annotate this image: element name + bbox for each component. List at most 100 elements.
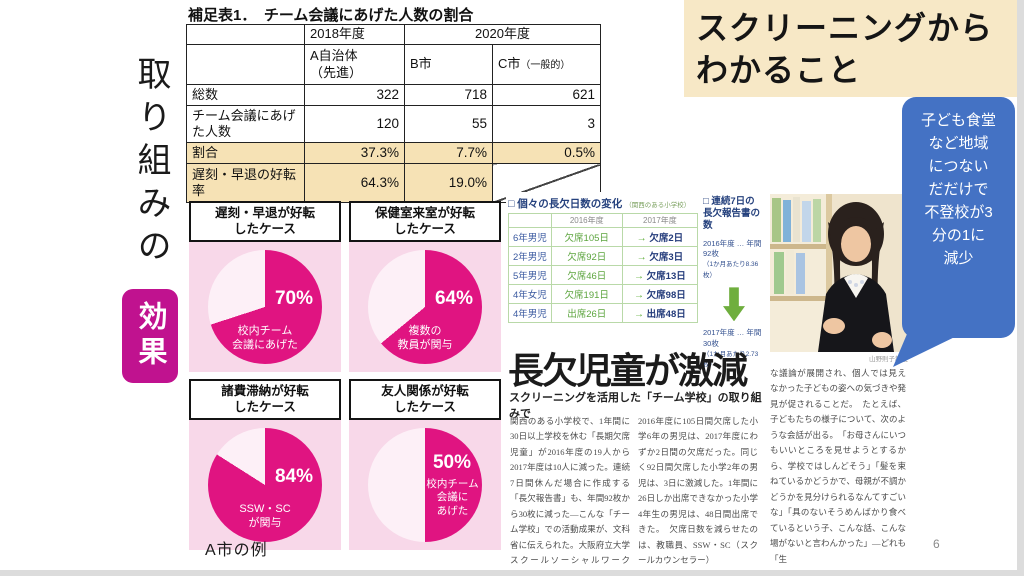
pie-chart-area: 70% 校内チーム 会議にあげた <box>189 241 341 372</box>
bottom-caption: A市の例 <box>205 542 268 559</box>
pie-panel-title: 友人関係が好転 したケース <box>349 379 501 420</box>
arrow-right-icon: → <box>636 233 647 244</box>
pie-chart-area: 64% 複数の 教員が関与 <box>349 241 501 372</box>
sup-row-label: 総数 <box>186 84 305 106</box>
sup-value: 718 <box>404 84 493 106</box>
pie-chart-area: 50% 校内チーム 会議に あげた <box>349 419 501 550</box>
pie-chart: 50% 校内チーム 会議に あげた <box>368 427 482 542</box>
pie-panel-title: 遅刻・早退が好転 したケース <box>189 201 341 242</box>
vertical-banner-text: 取り組みの <box>132 56 169 271</box>
absence-change-title: □ 個々の長欠日数の変化 （関西のある小学校） <box>508 198 691 210</box>
arrow-right-icon: → <box>636 252 647 263</box>
abs-after: → 出席48日 <box>621 303 699 323</box>
arrow-right-icon: → <box>634 271 645 282</box>
abs-after: → 欠席13日 <box>621 265 699 285</box>
sup-value: 322 <box>304 84 405 106</box>
pie-chart: 70% 校内チーム 会議にあげた <box>208 249 322 364</box>
sup-col-2020: 2020年度 <box>403 24 602 45</box>
newspaper-subhead: スクリーニングを活用した「チーム学校」の取り組みで <box>509 392 762 420</box>
abs-before: 出席26日 <box>550 303 623 323</box>
abs-after: → 欠席98日 <box>621 284 699 304</box>
sup-value: 19.0% <box>404 163 493 203</box>
abs-who: 5年男児 <box>508 265 552 285</box>
slide-edge-bottom <box>0 570 1024 576</box>
slide-edge-right <box>1017 0 1024 576</box>
sup-cell-empty <box>186 44 305 85</box>
pie-percent-label: 64% <box>434 287 473 309</box>
photo-caption: 山野則子教授 <box>869 356 908 363</box>
pie-chart: 64% 複数の 教員が関与 <box>368 249 482 364</box>
pie-chart-grid: 遅刻・早退が好転 したケース 70% 校内チーム 会議にあげた 保健室来室が好転… <box>189 201 501 550</box>
pie-sub-label: 複数の 教員が関与 <box>397 325 453 352</box>
speech-bubble: 子ども食堂 など地域 につない だだけで 不登校が3 分の1に 減少 <box>902 97 1015 338</box>
arrow-down-icon <box>723 287 745 322</box>
newspaper-body-column-2: 2016年度に105日間欠席した小学6年の男児は、2017年度にわずか2日間の欠… <box>638 416 758 566</box>
sup-col-a: A自治体 （先進） <box>304 44 405 85</box>
professor-photo <box>770 194 908 352</box>
abs-header-2016: 2016年度 <box>550 213 623 228</box>
slide-heading: スクリーニングからわかること <box>684 0 1024 97</box>
sup-value: 3 <box>491 105 602 143</box>
vertical-banner: 取り組みの 効果 <box>122 56 178 384</box>
newspaper-clipping: □ 個々の長欠日数の変化 （関西のある小学校） 2016年度 2017年度 6年… <box>506 192 908 572</box>
pie-sub-label: 校内チーム 会議にあげた <box>232 325 298 352</box>
absence-change-box: □ 個々の長欠日数の変化 （関西のある小学校） 2016年度 2017年度 6年… <box>508 196 699 323</box>
abs-before: 欠席105日 <box>550 227 623 247</box>
vertical-banner-highlight: 効果 <box>122 289 178 384</box>
sup-value: 120 <box>304 105 405 143</box>
sup-row-label: 割合 <box>186 142 305 164</box>
abs-before: 欠席191日 <box>550 284 623 304</box>
report-count-2016: 2016年度 … 年間92枚 （1か月あたり8.36枚） <box>703 238 762 279</box>
supplement-table-title: 補足表1． チーム会議にあげた人数の割合 <box>188 7 474 24</box>
sup-value: 621 <box>491 84 602 106</box>
slide-heading-text: スクリーニングからわかること <box>696 10 994 88</box>
absence-change-title-note: （関西のある小学校） <box>625 202 691 209</box>
pie-panel-fees: 諸費滞納が好転 したケース 84% SSW・SC が関与 <box>189 379 341 550</box>
abs-who: 2年男児 <box>508 246 552 266</box>
newspaper-headline: 長欠児童が激減 <box>508 351 748 391</box>
sup-row-label: チーム会議にあげた人数 <box>186 105 305 143</box>
abs-who: 4年女児 <box>508 284 552 304</box>
pie-panel-friendship: 友人関係が好転 したケース 50% 校内チーム 会議に あげた <box>349 379 501 550</box>
report-count-2017-note: （1か月あたり2.73枚） <box>703 350 759 369</box>
sup-col-b: B市 <box>404 44 493 85</box>
pie-percent-label: 50% <box>432 451 471 473</box>
sup-row-label: 遅刻・早退の好転率 <box>186 163 305 203</box>
abs-who: 4年男児 <box>508 303 552 323</box>
report-count-box: □ 連続7日の 長欠報告書の数 2016年度 … 年間92枚 （1か月あたり8.3… <box>703 196 765 370</box>
pie-percent-label: 84% <box>274 465 313 487</box>
abs-before: 欠席46日 <box>550 265 623 285</box>
sup-value: 0.5% <box>491 142 602 164</box>
newspaper-body-column-1: 関西のある小学校で、1年間に30日以上学校を休む「長期欠席児童」が2016年度の… <box>510 416 630 566</box>
sup-value: 55 <box>404 105 493 143</box>
pie-panel-title: 諸費滞納が好転 したケース <box>189 379 341 420</box>
absence-change-table: 2016年度 2017年度 6年男児 欠席105日 → 欠席2日 2年男児 欠席… <box>508 213 699 323</box>
abs-after: → 欠席2日 <box>621 227 699 247</box>
sup-col-c-note: （一般的） <box>520 60 571 72</box>
report-count-title: □ 連続7日の 長欠報告書の数 <box>703 196 761 231</box>
arrow-right-icon: → <box>634 290 645 301</box>
abs-header-empty <box>508 213 552 228</box>
pie-chart: 84% SSW・SC が関与 <box>208 427 322 542</box>
pie-panel-title: 保健室来室が好転 したケース <box>349 201 501 242</box>
newspaper-body-column-3: な議論が展開され、個人では見えなかった子どもの姿への気づきや発見が促されることだ… <box>770 368 906 564</box>
report-count-2017: 2017年度 … 年間30枚 （1か月あたり2.73枚） <box>703 328 762 369</box>
speech-bubble-text: 子ども食堂 など地域 につない だだけで 不登校が3 分の1に 減少 <box>920 112 996 267</box>
pie-panel-lateness: 遅刻・早退が好転 したケース 70% 校内チーム 会議にあげた <box>189 201 341 372</box>
supplement-table: 2018年度 2020年度 A自治体 （先進） B市 C市（一般的） 総数 32… <box>186 24 602 203</box>
arrow-right-icon: → <box>634 309 645 320</box>
pie-percent-label: 70% <box>274 287 313 309</box>
sup-col-c: C市（一般的） <box>491 44 602 85</box>
abs-after: → 欠席3日 <box>621 246 699 266</box>
pie-panel-nurse-office: 保健室来室が好転 したケース 64% 複数の 教員が関与 <box>349 201 501 372</box>
sup-col-2018: 2018年度 <box>304 24 405 45</box>
report-count-2016-note: （1か月あたり8.36枚） <box>703 260 759 279</box>
page-number: 6 <box>933 537 940 551</box>
sup-value: 64.3% <box>304 163 405 203</box>
sup-value: 37.3% <box>304 142 405 164</box>
sup-cell-empty <box>186 24 305 45</box>
abs-before: 欠席92日 <box>550 246 623 266</box>
pie-chart-area: 84% SSW・SC が関与 <box>189 419 341 550</box>
abs-header-2017: 2017年度 <box>621 213 699 228</box>
